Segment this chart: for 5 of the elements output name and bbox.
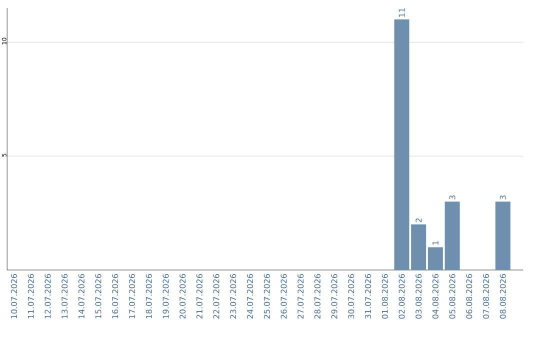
bar [411,224,426,270]
bar [428,247,443,270]
bar [495,202,510,270]
bar [444,202,460,270]
bar [394,19,410,270]
